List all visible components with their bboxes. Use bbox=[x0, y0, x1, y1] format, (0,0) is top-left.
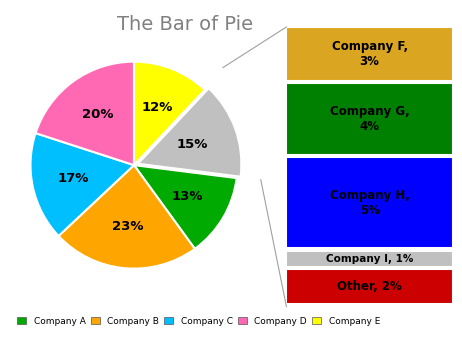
Text: Other, 2%: Other, 2% bbox=[337, 280, 402, 294]
Text: 23%: 23% bbox=[112, 220, 144, 234]
Bar bbox=[286, 157, 453, 248]
Text: 15%: 15% bbox=[176, 137, 208, 151]
Text: 20%: 20% bbox=[82, 109, 113, 121]
Text: 17%: 17% bbox=[58, 172, 89, 185]
Bar bbox=[286, 251, 453, 267]
Legend: Company A, Company B, Company C, Company D, Company E: Company A, Company B, Company C, Company… bbox=[14, 313, 383, 329]
Text: Company G,
4%: Company G, 4% bbox=[330, 105, 409, 133]
Text: 13%: 13% bbox=[172, 190, 203, 203]
Bar bbox=[286, 269, 453, 304]
Text: 12%: 12% bbox=[141, 101, 172, 114]
Text: Company I, 1%: Company I, 1% bbox=[326, 254, 413, 264]
Wedge shape bbox=[138, 88, 241, 177]
Wedge shape bbox=[36, 62, 134, 165]
Text: Company H,
5%: Company H, 5% bbox=[330, 189, 409, 217]
Bar bbox=[286, 27, 453, 81]
Wedge shape bbox=[134, 165, 237, 249]
Text: Company F,
3%: Company F, 3% bbox=[332, 40, 407, 68]
Wedge shape bbox=[30, 133, 134, 236]
Wedge shape bbox=[134, 62, 205, 165]
Bar bbox=[286, 83, 453, 155]
Wedge shape bbox=[59, 165, 195, 269]
Text: The Bar of Pie: The Bar of Pie bbox=[117, 15, 253, 34]
